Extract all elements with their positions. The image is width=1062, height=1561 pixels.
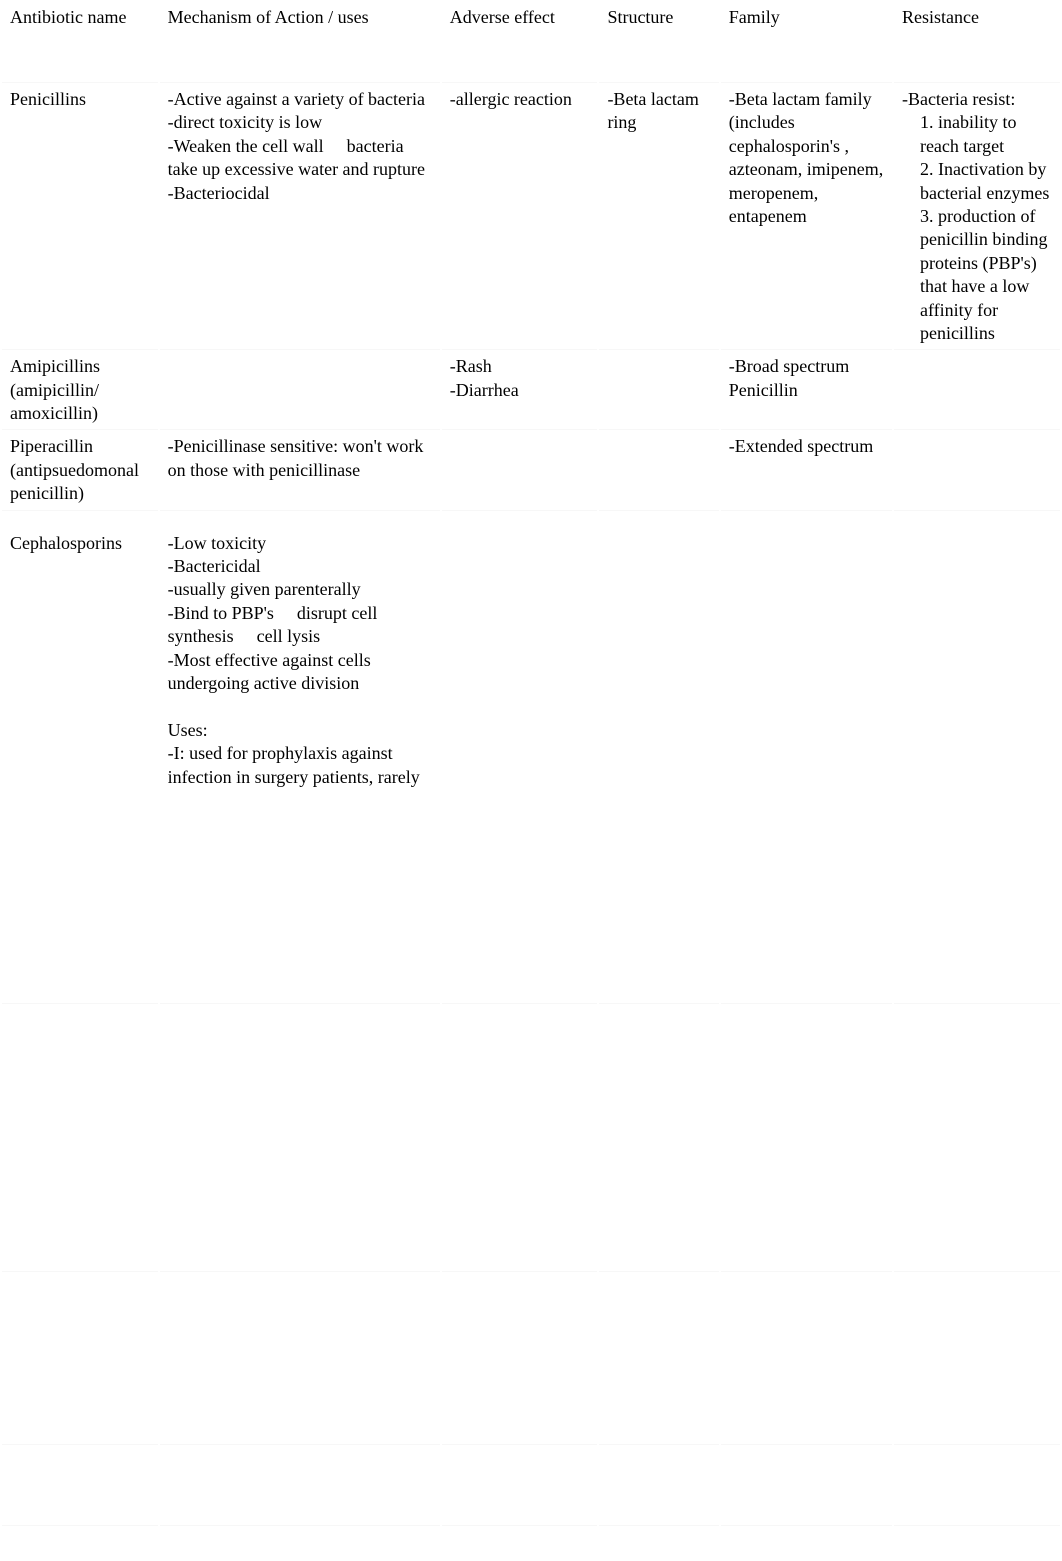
table-row: Piperacillin (antipsuedomonal penicillin… <box>2 431 1060 509</box>
cell-resistance: -Bacteria resist: 1. inability to reach … <box>894 84 1060 349</box>
cell-name: Carbapenems <box>2 1005 158 1270</box>
cell-name: Vancomycin <box>2 1273 158 1445</box>
cell-resistance: -rare <box>894 1273 1060 1445</box>
cell-moa-obscured: -Imipenem: broad spectrum; able to kill … <box>168 1010 430 1264</box>
cell-ae: -allergic reaction <box>442 84 598 349</box>
table-row: Penicillins -Active against a variety of… <box>2 84 1060 349</box>
resistance-item: 2. Inactivation by bacterial enzymes <box>902 158 1052 205</box>
col-header-resistance: Resistance <box>894 2 1060 82</box>
table-row: Cephalosporins -Low toxicity -Bactericid… <box>2 528 1060 1004</box>
separator-row <box>2 520 1060 526</box>
cell-ae-obscured: -QT prolongation -Nephrotoxicity -Harm t… <box>450 1451 576 1518</box>
cell-structure: -Beta lactam ring -resistant to beta-lac… <box>599 528 718 1004</box>
separator-row <box>2 1527 1060 1533</box>
cell-resistance <box>894 351 1060 429</box>
cell-ae: -Ototoxicity -Thrombophlebitis -Red man … <box>442 1273 598 1445</box>
cell-ae: -QT prolongation -Nephrotoxicity -Harm t… <box>442 1446 598 1524</box>
cell-resistance <box>894 1446 1060 1524</box>
antibiotic-table: Antibiotic name Mechanism of Action / us… <box>0 0 1062 1535</box>
col-header-ae: Adverse effect <box>442 2 598 82</box>
cell-moa: -Broad spectrum -inhibits protein synthe… <box>160 1446 440 1524</box>
cell-structure-obscured: -Beta lactam <box>607 1010 698 1030</box>
cell-structure <box>599 1446 718 1524</box>
separator-row <box>2 512 1060 518</box>
table-row: Vancomycin -Inhibits cell wall synthesis… <box>2 1273 1060 1445</box>
cell-family: -Broad spectrum Penicillin <box>721 351 892 429</box>
col-header-name: Antibiotic name <box>2 2 158 82</box>
cell-moa: -Active against a variety of bacteria -d… <box>160 84 440 349</box>
cell-name-obscured: Vancomycin <box>10 1278 100 1298</box>
table-row: Telavancin -Broad spectrum -inhibits pro… <box>2 1446 1060 1524</box>
cell-moa: -Imipenem: broad spectrum; able to kill … <box>160 1005 440 1270</box>
col-header-moa: Mechanism of Action / uses <box>160 2 440 82</box>
cell-ae <box>442 528 598 1004</box>
resistance-lead: -Bacteria resist: <box>902 89 1015 109</box>
cell-ae: -Rash -Diarrhea <box>442 351 598 429</box>
cell-moa <box>160 351 440 429</box>
cell-family-obscured: -Cephalosporin -5 Generations (I–V) -IV:… <box>729 533 880 623</box>
cell-name: Penicillins <box>2 84 158 349</box>
cell-name: Piperacillin (antipsuedomonal penicillin… <box>2 431 158 509</box>
cell-moa-visible: -Low toxicity -Bactericidal -usually giv… <box>168 533 420 787</box>
cell-family <box>721 1446 892 1524</box>
cell-resistance <box>894 431 1060 509</box>
cell-moa: -Low toxicity -Bactericidal -usually giv… <box>160 528 440 1004</box>
cell-name: Amipicillins (amipicillin/ amoxicillin) <box>2 351 158 429</box>
cell-moa-obscured: -Broad spectrum -inhibits protein synthe… <box>168 1451 354 1518</box>
cell-ae <box>442 431 598 509</box>
cell-resistance <box>894 1005 1060 1270</box>
col-header-structure: Structure <box>599 2 718 82</box>
resistance-item: 1. inability to reach target <box>902 111 1052 158</box>
cell-resistance-obscured: -Beta lactamases that act on them are ca… <box>902 533 1053 810</box>
cell-family <box>721 1273 892 1445</box>
cell-structure <box>599 351 718 429</box>
cell-name: Cephalosporins <box>2 528 158 1004</box>
cell-structure-obscured: -Beta lactam ring -resistant to beta-lac… <box>607 533 703 647</box>
cell-moa: -Inhibits cell wall synthesis -Bacterici… <box>160 1273 440 1445</box>
table-row: Amipicillins (amipicillin/ amoxicillin) … <box>2 351 1060 429</box>
col-header-family: Family <box>721 2 892 82</box>
cell-family: -Extended spectrum <box>721 431 892 509</box>
cell-family <box>721 1005 892 1270</box>
cell-moa-obscured: -Inhibits cell wall synthesis -Bacterici… <box>168 1278 405 1415</box>
cell-structure: -Beta lactam ring <box>599 84 718 349</box>
cell-moa: -Penicillinase sensitive: won't work on … <box>160 431 440 509</box>
cell-moa-obscured: used for active infections -II: rarely u… <box>168 790 432 997</box>
resistance-item: 3. production of penicillin binding prot… <box>902 205 1052 345</box>
cell-family: -Beta lactam family (includes cephalospo… <box>721 84 892 349</box>
cell-structure: -Beta lactam <box>599 1005 718 1270</box>
cell-family: -Cephalosporin -5 Generations (I–V) -IV:… <box>721 528 892 1004</box>
cell-name-obscured: Telavancin <box>10 1451 89 1471</box>
cell-name: Telavancin <box>2 1446 158 1524</box>
cell-ae <box>442 1005 598 1270</box>
table-header-row: Antibiotic name Mechanism of Action / us… <box>2 2 1060 82</box>
cell-structure <box>599 1273 718 1445</box>
cell-resistance-obscured: -rare <box>902 1278 936 1298</box>
table-row: Carbapenems -Imipenem: broad spectrum; a… <box>2 1005 1060 1270</box>
cell-structure <box>599 431 718 509</box>
cell-name-obscured: Carbapenems <box>10 1010 108 1030</box>
cell-resistance: -Beta lactamases that act on them are ca… <box>894 528 1060 1004</box>
cell-ae-obscured: -Ototoxicity -Thrombophlebitis -Red man … <box>450 1278 586 1438</box>
